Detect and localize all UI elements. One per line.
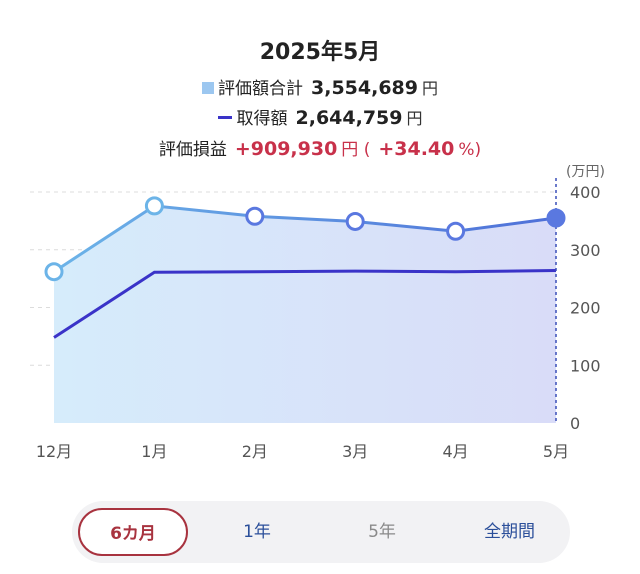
profit-loss-percent: +34.40 [378, 138, 455, 160]
y-tick-label: 400 [570, 183, 601, 202]
period-tab-1[interactable]: 1年 [243, 522, 271, 542]
acquisition-line [53, 269, 557, 339]
acquisition-value: 2,644,759 [295, 107, 403, 129]
valuation-point[interactable] [345, 211, 365, 231]
x-tick-label: 4月 [443, 442, 469, 461]
valuation-point[interactable] [44, 262, 64, 282]
acquisition-summary: 取得額 2,644,759 円 [0, 104, 640, 129]
valuation-label: 評価額合計 [218, 79, 303, 99]
y-tick-label: 100 [570, 356, 601, 375]
acquisition-unit: 円 [406, 109, 423, 128]
valuation-point[interactable] [546, 208, 566, 228]
y-tick-label: 200 [570, 299, 601, 318]
profit-loss-paren: ( [363, 140, 371, 160]
period-tab-3[interactable]: 全期間 [484, 522, 535, 542]
valuation-point[interactable] [446, 221, 466, 241]
valuation-point[interactable] [144, 196, 164, 216]
acquisition-label: 取得額 [236, 109, 288, 129]
profit-loss-summary: 評価損益 +909,930 円 ( +34.40%) [0, 135, 640, 160]
valuation-summary: 評価額合計 3,554,689 円 [0, 74, 640, 99]
asset-chart[interactable]: 12月 1月 2月 3月 4月 5月 0 100 200 300 400 (万円) [0, 0, 640, 480]
profit-loss-label: 評価損益 [158, 140, 227, 160]
period-tab-0[interactable]: 6カ月 [78, 508, 188, 556]
profit-loss-value: +909,930 [234, 138, 338, 160]
period-tab-2[interactable]: 5年 [368, 522, 396, 542]
valuation-area [54, 205, 556, 423]
valuation-value: 3,554,689 [311, 77, 418, 99]
x-tick-label: 2月 [242, 442, 268, 461]
valuation-legend-swatch [202, 82, 214, 94]
valuation-unit: 円 [421, 79, 438, 98]
period-selector: 6カ月 1年 5年 全期間 [72, 501, 570, 563]
y-axis-unit: (万円) [566, 164, 605, 180]
x-tick-label: 3月 [342, 442, 368, 461]
x-tick-label: 5月 [543, 442, 569, 461]
y-tick-label: 0 [570, 414, 580, 433]
profit-loss-percent-unit: %) [458, 140, 482, 160]
valuation-point[interactable] [245, 206, 265, 226]
valuation-line [53, 204, 557, 273]
y-tick-label: 300 [570, 241, 601, 260]
x-tick-label: 12月 [36, 442, 72, 461]
acquisition-legend-line [217, 116, 232, 119]
chart-title: 2025年5月 [259, 40, 381, 65]
x-tick-label: 1月 [141, 442, 167, 461]
profit-loss-unit: 円 [341, 140, 359, 160]
